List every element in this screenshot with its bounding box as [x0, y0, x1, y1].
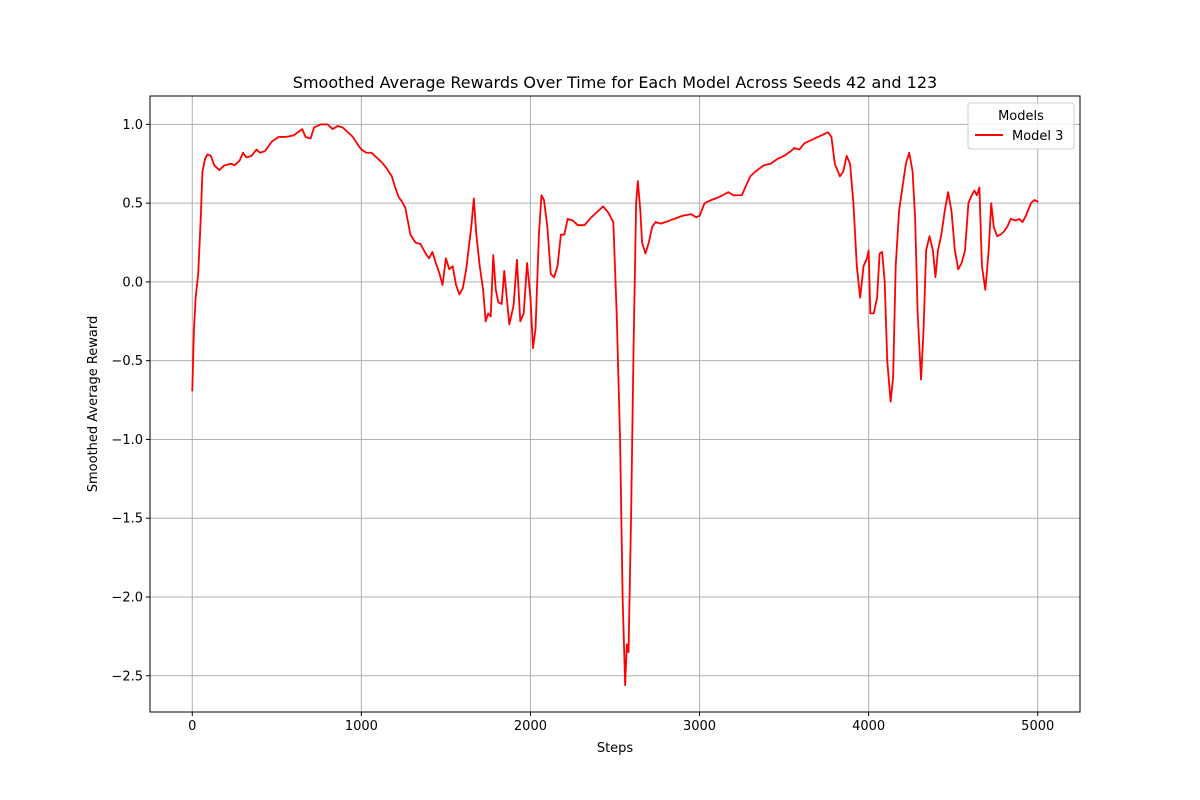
legend-title: Models	[998, 109, 1044, 124]
series-line-model-3	[191, 123, 1039, 687]
plot-frame	[149, 95, 1081, 713]
legend: Models Model 3	[967, 102, 1075, 150]
y-tick-label: −1.5	[111, 512, 143, 527]
grid-lines	[150, 96, 1080, 712]
chart-title: Smoothed Average Rewards Over Time for E…	[293, 73, 937, 92]
x-tick-label: 5000	[1021, 719, 1054, 734]
y-tick-label: −0.5	[111, 354, 143, 369]
y-tick-label: 0.5	[122, 197, 143, 212]
series-group	[191, 123, 1039, 687]
y-axis: 1.0 0.5 0.0 −0.5 −1.0 −1.5 −2.0 −2.5	[111, 118, 150, 684]
x-tick-label: 2000	[514, 719, 547, 734]
y-tick-label: −2.5	[111, 669, 143, 684]
x-tick-label: 0	[188, 719, 196, 734]
x-axis: 0 1000 2000 3000 4000 5000	[188, 712, 1054, 734]
legend-box	[967, 102, 1075, 150]
y-tick-label: −1.0	[111, 433, 143, 448]
x-tick-label: 4000	[852, 719, 885, 734]
y-tick-label: 0.0	[122, 275, 143, 290]
y-axis-label: Smoothed Average Reward	[86, 316, 101, 492]
y-tick-label: 1.0	[122, 118, 143, 133]
y-tick-label: −2.0	[111, 590, 143, 605]
x-tick-label: 1000	[345, 719, 378, 734]
x-tick-label: 3000	[683, 719, 716, 734]
legend-entry: Model 3	[1012, 129, 1063, 144]
x-axis-label: Steps	[597, 741, 634, 756]
